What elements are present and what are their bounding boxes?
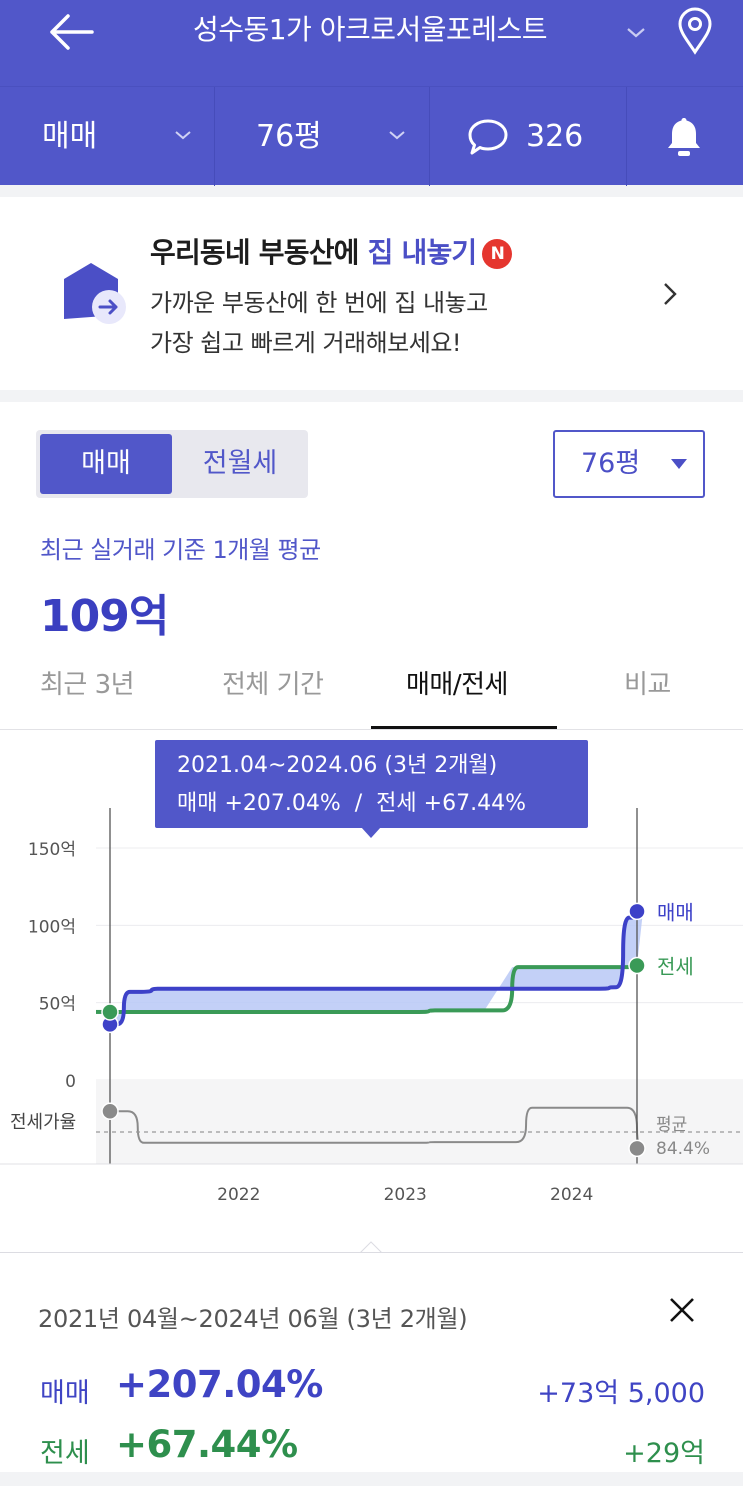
segment-sale[interactable]: 매매 bbox=[40, 434, 172, 494]
deal-type-segment: 매매 전월세 bbox=[36, 430, 308, 498]
sale-jeonse-gap-area bbox=[110, 911, 643, 1025]
chevron-down-icon[interactable] bbox=[622, 20, 650, 44]
banner-description-line1: 가까운 부동산에 한 번에 집 내놓고 bbox=[150, 289, 488, 317]
tab-compare[interactable]: 비교 bbox=[624, 670, 671, 700]
sell-home-banner[interactable]: 우리동네 부동산에 집 내놓기 N 가까운 부동산에 한 번에 집 내놓고 가장 … bbox=[0, 197, 743, 390]
ratio-average-label: 평균 bbox=[656, 1115, 687, 1135]
summary-row-jeonse: 전세 +67.44% +29억 bbox=[0, 1421, 743, 1477]
average-price-label: 최근 실거래 기준 1개월 평균 bbox=[40, 536, 321, 564]
ratio-average-value: 84.4% bbox=[656, 1139, 710, 1159]
segment-rent[interactable]: 전월세 bbox=[202, 448, 278, 479]
y-tick-label: 100억 bbox=[28, 917, 76, 937]
app-bar: 성수동1가 아크로서울포레스트 매매 76평 326 bbox=[0, 0, 743, 186]
average-price-value: 109억 bbox=[40, 591, 169, 642]
page-title[interactable]: 성수동1가 아크로서울포레스트 bbox=[192, 13, 548, 46]
banner-title: 우리동네 부동산에 집 내놓기 N bbox=[150, 231, 513, 271]
area-filter-label[interactable]: 76평 bbox=[256, 119, 322, 154]
tab-all-period[interactable]: 전체 기간 bbox=[222, 670, 324, 700]
tooltip-period: 2021.04~2024.06 (3년 2개월) bbox=[177, 753, 497, 778]
y-tick-label: 150억 bbox=[28, 840, 76, 860]
summary-row-sale: 매매 +207.04% +73억 5,000 bbox=[0, 1361, 743, 1417]
arrow-left-icon[interactable] bbox=[44, 10, 98, 54]
summary-label: 전세 bbox=[40, 1438, 90, 1469]
caret-down-icon bbox=[671, 459, 687, 469]
chevron-down-icon[interactable] bbox=[386, 125, 408, 145]
y-tick-label: 50억 bbox=[39, 995, 76, 1015]
filter-bar: 매매 76평 326 bbox=[0, 86, 743, 186]
close-icon[interactable] bbox=[665, 1293, 699, 1327]
series-line-jeonse bbox=[110, 963, 644, 1014]
chat-bubble-icon[interactable] bbox=[466, 117, 510, 157]
tooltip-change: 매매 +207.04% / 전세 +67.44% bbox=[177, 791, 526, 816]
tab-sale-jeonse[interactable]: 매매/전세 bbox=[406, 670, 508, 700]
sheet-pointer bbox=[360, 1241, 382, 1253]
change-summary-sheet: 2021년 04월~2024년 06월 (3년 2개월) 매매 +207.04%… bbox=[0, 1252, 743, 1472]
summary-percent: +207.04% bbox=[116, 1363, 323, 1406]
x-tick-label: 2023 bbox=[384, 1185, 427, 1205]
banner-description-line2: 가장 쉽고 빠르게 거래해보세요! bbox=[150, 329, 462, 357]
map-pin-icon[interactable] bbox=[675, 6, 715, 56]
range-tooltip: 2021.04~2024.06 (3년 2개월) 매매 +207.04% / 전… bbox=[155, 740, 588, 838]
ratio-start-point[interactable] bbox=[101, 1102, 119, 1121]
series-line-jeonse-ratio bbox=[110, 1106, 644, 1150]
x-tick-label: 2024 bbox=[550, 1185, 593, 1205]
jeonse-end-point[interactable] bbox=[628, 956, 646, 975]
new-badge: N bbox=[482, 239, 513, 269]
jeonse-start-point[interactable] bbox=[101, 1003, 119, 1021]
area-select[interactable]: 76평 bbox=[553, 430, 705, 498]
summary-label: 매매 bbox=[40, 1378, 90, 1409]
series-label-jeonse: 전세 bbox=[657, 955, 694, 979]
comment-count[interactable]: 326 bbox=[526, 119, 584, 154]
summary-amount: +29억 bbox=[623, 1438, 705, 1469]
top-bar: 성수동1가 아크로서울포레스트 bbox=[0, 0, 743, 86]
ratio-end-point[interactable] bbox=[628, 1139, 646, 1158]
summary-percent: +67.44% bbox=[116, 1423, 298, 1466]
summary-period: 2021년 04월~2024년 06월 (3년 2개월) bbox=[38, 1305, 468, 1333]
bottom-strip bbox=[0, 1472, 743, 1486]
series-line-sale bbox=[110, 909, 644, 1027]
y-tick-label: 0 bbox=[65, 1072, 76, 1092]
bell-icon[interactable] bbox=[664, 115, 704, 159]
banner-title-highlight: 집 내놓기 bbox=[367, 236, 478, 269]
summary-amount: +73억 5,000 bbox=[537, 1378, 705, 1409]
ratio-panel-label: 전세가율 bbox=[10, 1112, 76, 1133]
area-select-value: 76평 bbox=[581, 448, 641, 479]
ratio-panel-background bbox=[96, 1080, 743, 1164]
x-tick-label: 2022 bbox=[217, 1185, 260, 1205]
sale-end-point[interactable] bbox=[628, 902, 646, 921]
active-tab-indicator bbox=[371, 726, 557, 729]
banner-title-text: 우리동네 부동산에 bbox=[150, 236, 368, 269]
series-label-sale: 매매 bbox=[657, 900, 694, 924]
chevron-right-icon[interactable] bbox=[658, 279, 682, 309]
period-tabs: 최근 3년 전체 기간 매매/전세 비교 bbox=[0, 650, 743, 730]
tab-recent-3-years[interactable]: 최근 3년 bbox=[40, 670, 135, 700]
deal-type-filter-label[interactable]: 매매 bbox=[42, 119, 98, 154]
house-arrow-icon bbox=[64, 263, 126, 324]
chevron-down-icon[interactable] bbox=[172, 125, 194, 145]
